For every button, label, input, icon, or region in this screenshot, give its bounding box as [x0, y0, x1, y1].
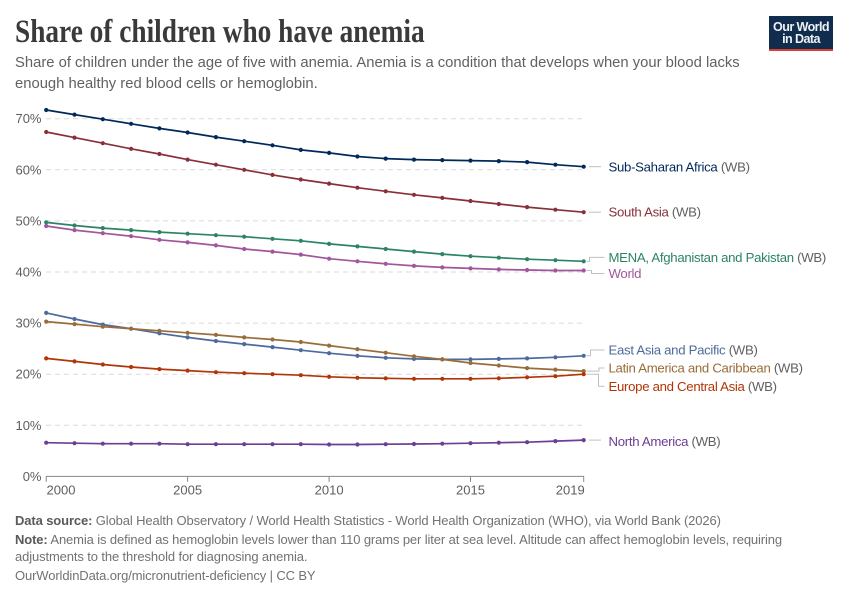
svg-text:2005: 2005: [173, 483, 202, 498]
svg-text:30%: 30%: [15, 316, 41, 331]
svg-text:East Asia and Pacific (WB): East Asia and Pacific (WB): [609, 343, 758, 358]
svg-text:South Asia (WB): South Asia (WB): [609, 205, 701, 220]
svg-text:70%: 70%: [15, 111, 41, 126]
svg-text:60%: 60%: [15, 162, 41, 177]
svg-text:Europe and Central Asia (WB): Europe and Central Asia (WB): [609, 379, 777, 394]
svg-text:World: World: [609, 266, 642, 281]
svg-text:20%: 20%: [15, 367, 41, 382]
svg-text:MENA, Afghanistan and Pakistan: MENA, Afghanistan and Pakistan (WB): [609, 250, 826, 265]
svg-text:50%: 50%: [15, 213, 41, 228]
svg-text:Sub-Saharan Africa (WB): Sub-Saharan Africa (WB): [609, 160, 750, 175]
svg-text:2010: 2010: [315, 483, 344, 498]
svg-text:2015: 2015: [456, 483, 485, 498]
svg-text:0%: 0%: [23, 469, 42, 484]
svg-text:2019: 2019: [556, 483, 585, 498]
svg-text:2000: 2000: [47, 483, 76, 498]
svg-text:North America (WB): North America (WB): [609, 434, 721, 449]
svg-text:10%: 10%: [15, 418, 41, 433]
svg-text:40%: 40%: [15, 265, 41, 280]
svg-text:Latin America and Caribbean (W: Latin America and Caribbean (WB): [609, 361, 803, 376]
